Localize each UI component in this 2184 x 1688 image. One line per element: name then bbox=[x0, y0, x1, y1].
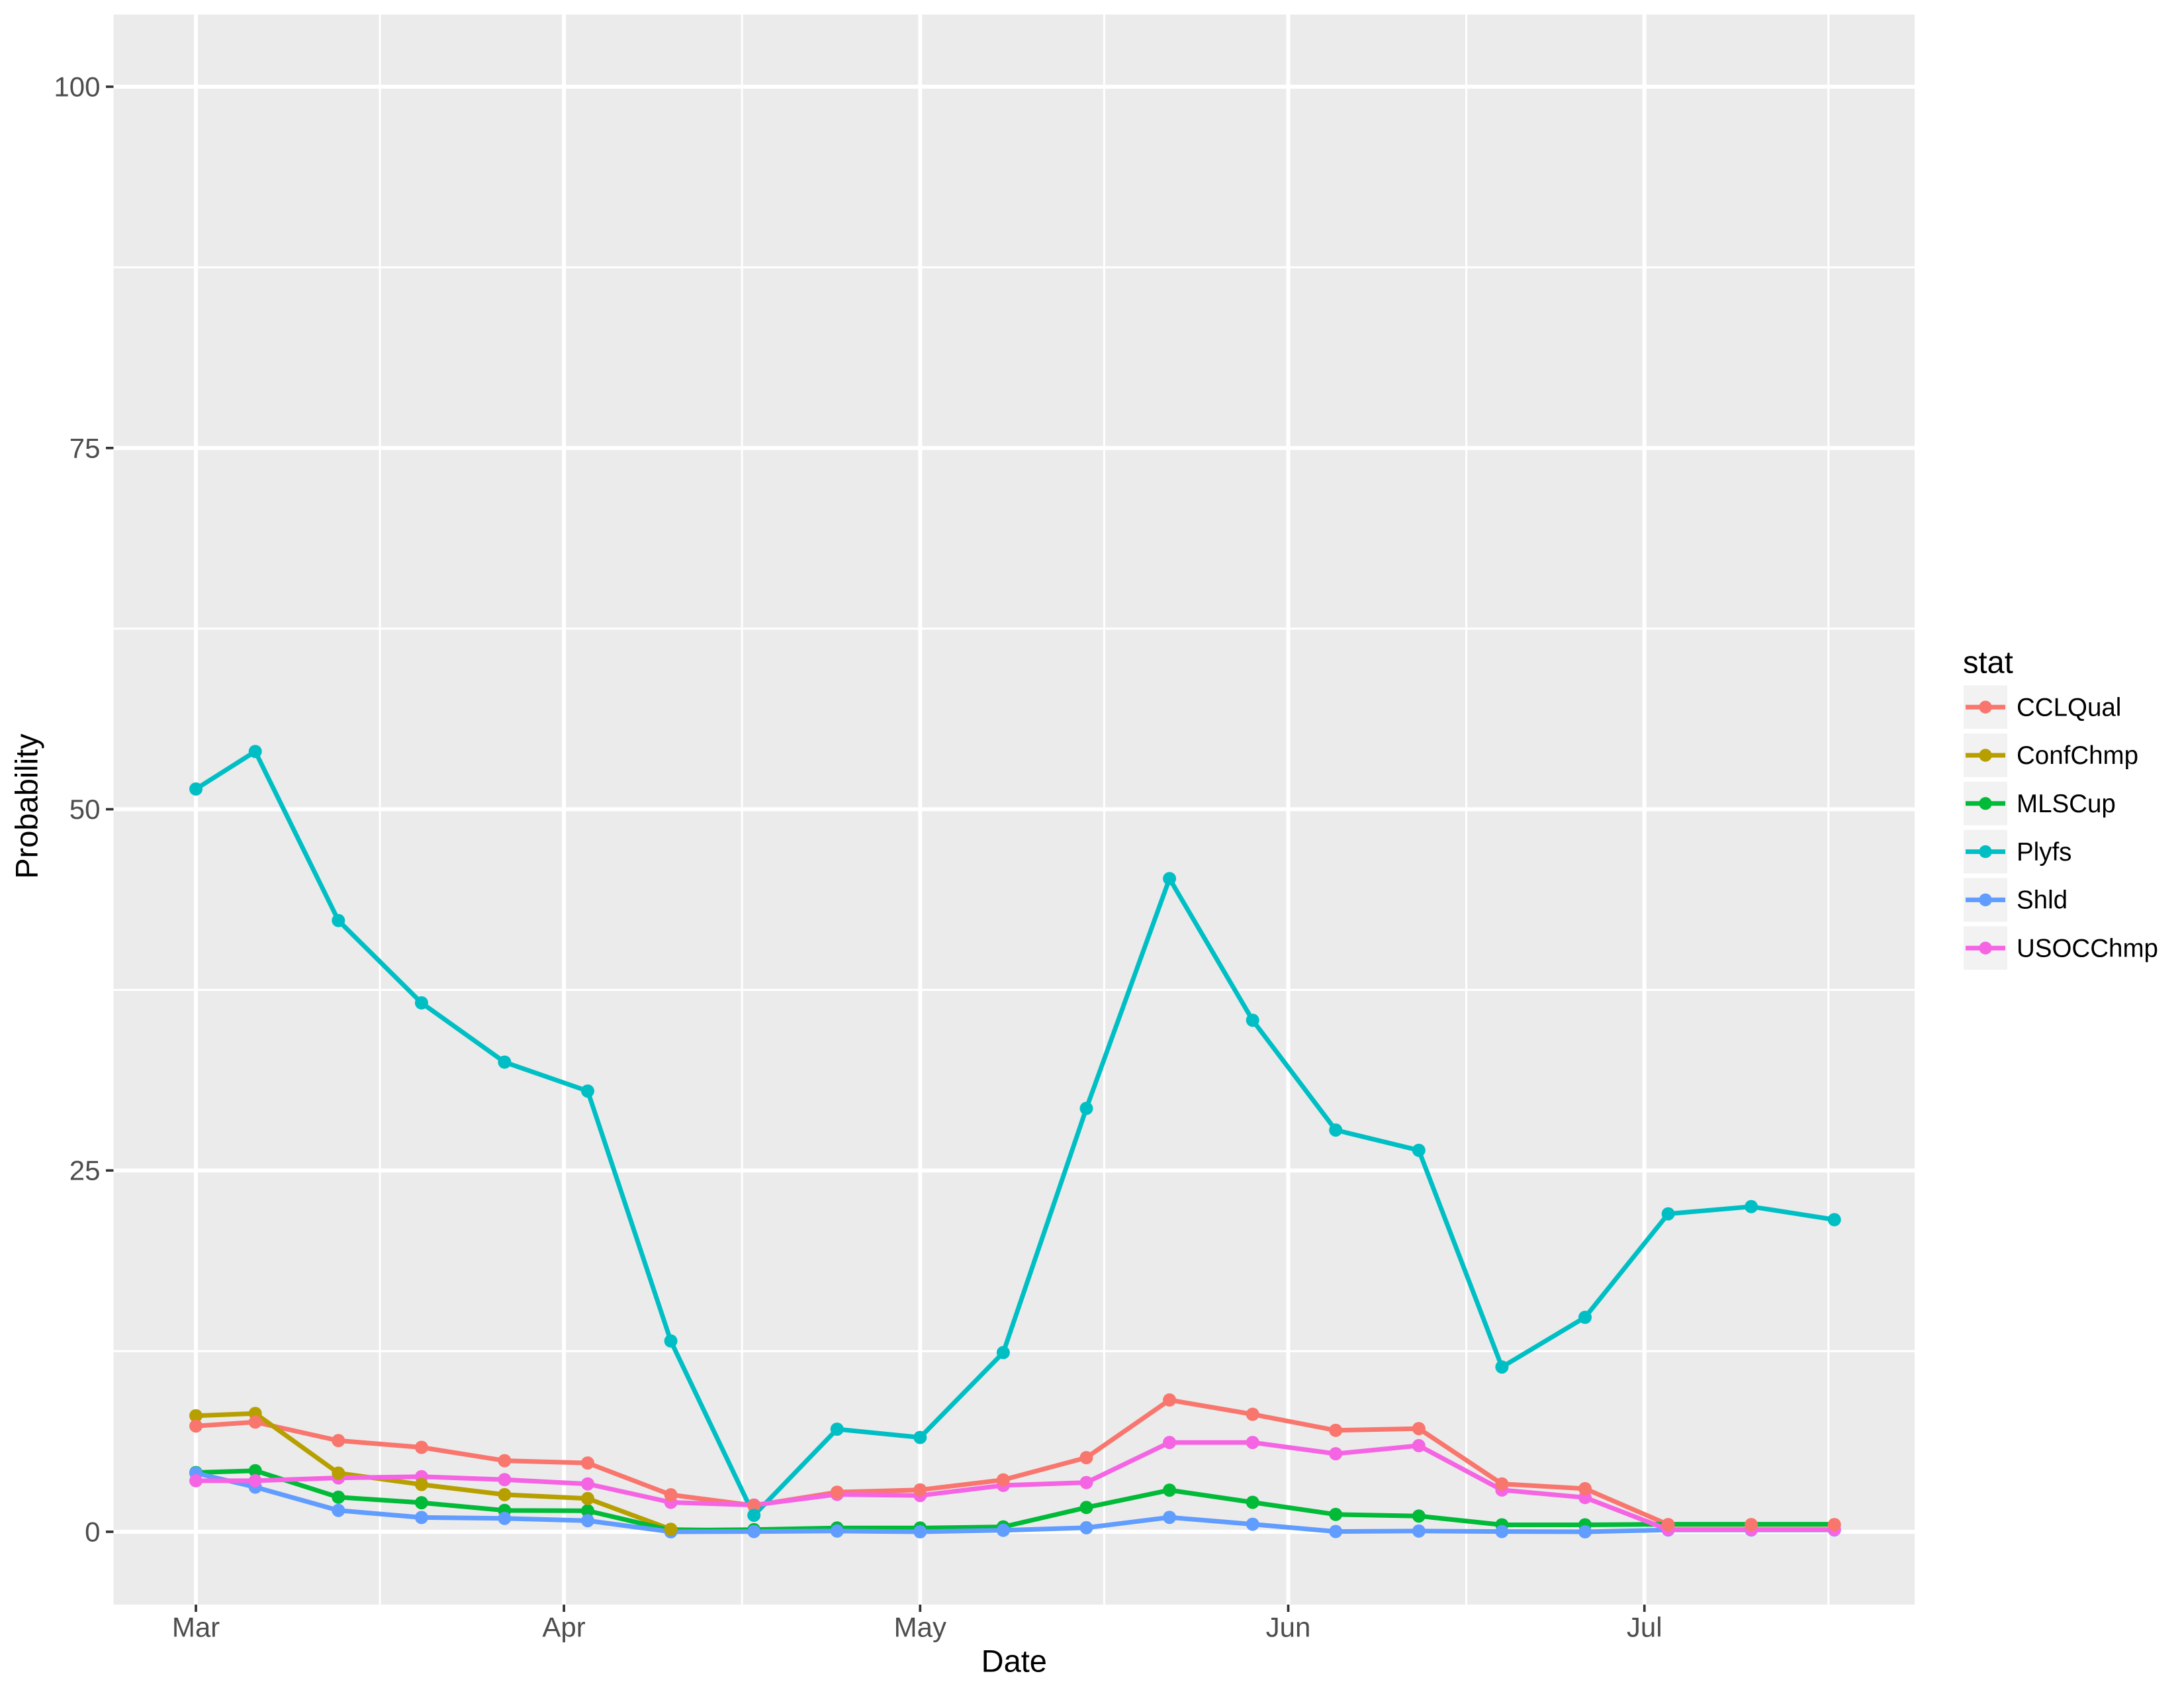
svg-text:100: 100 bbox=[54, 71, 100, 103]
svg-text:Plyfs: Plyfs bbox=[2017, 838, 2071, 867]
svg-text:CCLQual: CCLQual bbox=[2017, 693, 2121, 722]
svg-text:Date: Date bbox=[981, 1644, 1047, 1679]
svg-text:USOCChmp: USOCChmp bbox=[2017, 934, 2158, 962]
svg-text:May: May bbox=[894, 1611, 946, 1642]
svg-text:Probability: Probability bbox=[9, 733, 44, 879]
svg-text:Mar: Mar bbox=[172, 1611, 220, 1642]
svg-text:0: 0 bbox=[85, 1517, 100, 1548]
svg-text:MLSCup: MLSCup bbox=[2017, 790, 2116, 818]
svg-text:Shld: Shld bbox=[2017, 886, 2068, 915]
svg-text:Jun: Jun bbox=[1266, 1611, 1311, 1642]
svg-text:25: 25 bbox=[69, 1155, 101, 1186]
svg-text:Apr: Apr bbox=[542, 1611, 585, 1642]
svg-text:ConfChmp: ConfChmp bbox=[2017, 741, 2138, 770]
svg-text:50: 50 bbox=[69, 794, 101, 825]
svg-text:Jul: Jul bbox=[1627, 1611, 1662, 1642]
svg-text:75: 75 bbox=[69, 432, 101, 463]
svg-text:stat: stat bbox=[1963, 645, 2013, 680]
